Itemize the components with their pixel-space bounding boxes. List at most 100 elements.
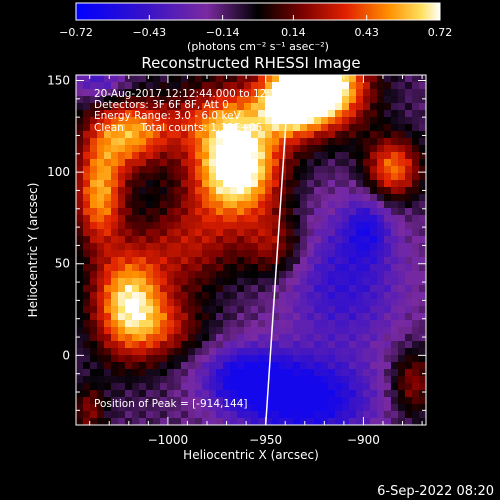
heatmap-cell — [398, 320, 406, 328]
heatmap-cell — [160, 278, 168, 286]
heatmap-cell — [76, 411, 84, 419]
heatmap-cell — [307, 257, 315, 265]
heatmap-cell — [279, 96, 287, 104]
heatmap-cell — [132, 285, 140, 293]
colorbar-tick-label: −0.72 — [59, 26, 93, 39]
heatmap-cell — [419, 180, 426, 188]
heatmap-cell — [286, 285, 294, 293]
heatmap-cell — [300, 362, 308, 370]
heatmap-cell — [300, 124, 308, 132]
heatmap-cell — [104, 418, 112, 425]
heatmap-cell — [307, 180, 315, 188]
heatmap-cell — [216, 390, 224, 398]
heatmap-cell — [139, 264, 147, 272]
heatmap-cell — [307, 194, 315, 202]
heatmap-cell — [237, 89, 245, 97]
heatmap-cell — [293, 229, 301, 237]
heatmap-cell — [342, 250, 350, 258]
heatmap-cell — [398, 187, 406, 195]
heatmap-cell — [349, 334, 357, 342]
heatmap-cell — [279, 222, 287, 230]
heatmap-cell — [118, 299, 126, 307]
heatmap-cell — [279, 348, 287, 356]
heatmap-cell — [167, 334, 175, 342]
heatmap-cell — [335, 187, 343, 195]
heatmap-cell — [132, 390, 140, 398]
heatmap-cell — [286, 362, 294, 370]
heatmap-cell — [363, 271, 371, 279]
heatmap-cell — [90, 166, 98, 174]
heatmap-cell — [391, 271, 399, 279]
heatmap-cell — [111, 341, 119, 349]
heatmap-cell — [391, 208, 399, 216]
heatmap-cell — [90, 264, 98, 272]
heatmap-cell — [209, 75, 217, 83]
heatmap-cell — [111, 117, 119, 125]
heatmap-cell — [181, 124, 189, 132]
heatmap-cell — [363, 166, 371, 174]
heatmap-cell — [118, 215, 126, 223]
heatmap-cell — [125, 208, 133, 216]
heatmap-cell — [195, 369, 203, 377]
y-tick-label: 50 — [55, 257, 70, 271]
heatmap-cell — [293, 145, 301, 153]
heatmap-cell — [419, 355, 426, 363]
heatmap-cell — [230, 243, 238, 251]
heatmap-cell — [153, 117, 161, 125]
heatmap-cell — [370, 236, 378, 244]
heatmap-cell — [181, 208, 189, 216]
heatmap-cell — [384, 110, 392, 118]
heatmap-cell — [419, 369, 426, 377]
heatmap-cell — [356, 313, 364, 321]
heatmap-cell — [216, 110, 224, 118]
heatmap-cell — [223, 166, 231, 174]
heatmap-cell — [391, 201, 399, 209]
heatmap-cell — [335, 271, 343, 279]
heatmap-cell — [370, 145, 378, 153]
heatmap-cell — [125, 117, 133, 125]
heatmap-cell — [216, 418, 224, 425]
heatmap-cell — [342, 180, 350, 188]
heatmap-cell — [174, 89, 182, 97]
heatmap-cell — [146, 341, 154, 349]
heatmap-cell — [167, 180, 175, 188]
heatmap-cell — [139, 299, 147, 307]
heatmap-cell — [321, 404, 329, 412]
heatmap-cell — [139, 194, 147, 202]
heatmap-cell — [111, 180, 119, 188]
heatmap-cell — [370, 138, 378, 146]
heatmap-cell — [111, 145, 119, 153]
heatmap-cell — [391, 306, 399, 314]
heatmap-cell — [279, 89, 287, 97]
heatmap-cell — [188, 243, 196, 251]
heatmap-cell — [181, 341, 189, 349]
heatmap-cell — [405, 180, 413, 188]
heatmap-cell — [286, 334, 294, 342]
heatmap-cell — [118, 96, 126, 104]
heatmap-cell — [349, 173, 357, 181]
heatmap-cell — [216, 334, 224, 342]
heatmap-cell — [328, 166, 336, 174]
heatmap-cell — [349, 376, 357, 384]
heatmap-cell — [384, 201, 392, 209]
heatmap-cell — [342, 82, 350, 90]
heatmap-cell — [160, 390, 168, 398]
heatmap-cell — [153, 257, 161, 265]
heatmap-cell — [272, 320, 280, 328]
heatmap-cell — [181, 145, 189, 153]
heatmap-cell — [321, 173, 329, 181]
heatmap-cell — [160, 376, 168, 384]
heatmap-cell — [363, 75, 371, 83]
heatmap-cell — [167, 327, 175, 335]
heatmap-cell — [293, 152, 301, 160]
heatmap-cell — [300, 250, 308, 258]
y-tick-label: 100 — [47, 165, 70, 179]
heatmap-cell — [356, 320, 364, 328]
heatmap-cell — [111, 418, 119, 425]
heatmap-cell — [153, 341, 161, 349]
heatmap-cell — [314, 243, 322, 251]
heatmap-cell — [195, 89, 203, 97]
annotation-clean-counts: Clean Total counts: 1.32E+05 — [94, 122, 263, 134]
heatmap-cell — [97, 243, 105, 251]
